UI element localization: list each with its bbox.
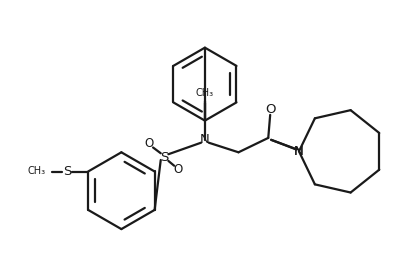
Text: CH₃: CH₃	[28, 166, 46, 176]
Text: N: N	[294, 145, 304, 158]
Text: O: O	[265, 103, 275, 116]
Text: S: S	[160, 151, 169, 164]
Text: O: O	[145, 137, 154, 150]
Text: CH₃: CH₃	[196, 88, 214, 98]
Text: S: S	[63, 165, 71, 178]
Text: N: N	[294, 145, 304, 158]
Text: N: N	[200, 133, 210, 146]
Text: O: O	[173, 163, 183, 176]
